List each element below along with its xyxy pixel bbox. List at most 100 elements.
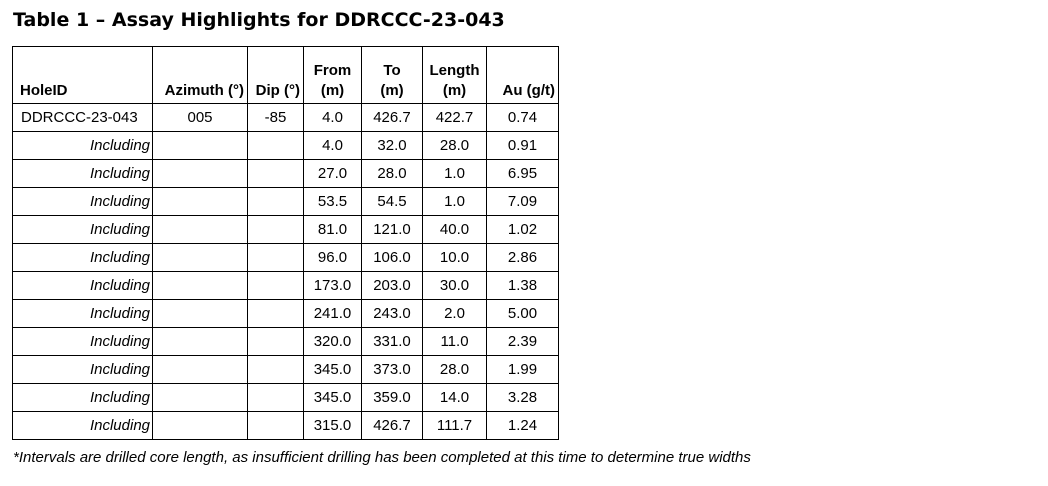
cell-azimuth [152, 299, 248, 328]
cell-holeid: Including [12, 131, 153, 160]
table-row: Including 320.0 331.0 11.0 2.39 [12, 327, 559, 356]
cell-holeid: Including [12, 215, 153, 244]
cell-azimuth [152, 159, 248, 188]
header-to-unit: (m) [380, 81, 404, 99]
cell-from: 320.0 [303, 327, 362, 356]
cell-dip [247, 215, 304, 244]
header-to-label: To [383, 62, 401, 79]
table-row: DDRCCC-23-043 005 -85 4.0 426.7 422.7 0.… [12, 103, 559, 132]
cell-from: 53.5 [303, 187, 362, 216]
table-row: Including 315.0 426.7 111.7 1.24 [12, 411, 559, 440]
cell-to: 243.0 [361, 299, 423, 328]
cell-azimuth [152, 187, 248, 216]
cell-au: 2.39 [486, 327, 559, 356]
cell-au: 1.99 [486, 355, 559, 384]
header-length-label: Length [429, 62, 480, 79]
cell-dip [247, 299, 304, 328]
cell-dip [247, 187, 304, 216]
cell-to: 373.0 [361, 355, 423, 384]
table-row: Including 4.0 32.0 28.0 0.91 [12, 131, 559, 160]
cell-au: 2.86 [486, 243, 559, 272]
cell-au: 3.28 [486, 383, 559, 412]
cell-length: 1.0 [422, 187, 487, 216]
header-row: HoleID Azimuth (°) Dip (°) From (m) To (… [12, 46, 559, 104]
table-row: Including 345.0 359.0 14.0 3.28 [12, 383, 559, 412]
cell-length: 28.0 [422, 131, 487, 160]
cell-to: 203.0 [361, 271, 423, 300]
cell-to: 28.0 [361, 159, 423, 188]
cell-to: 331.0 [361, 327, 423, 356]
cell-dip [247, 383, 304, 412]
cell-holeid: Including [12, 159, 153, 188]
cell-length: 422.7 [422, 103, 487, 132]
cell-azimuth [152, 215, 248, 244]
header-au: Au (g/t) [486, 46, 559, 104]
cell-au: 1.24 [486, 411, 559, 440]
cell-au: 1.38 [486, 271, 559, 300]
cell-from: 96.0 [303, 243, 362, 272]
cell-from: 4.0 [303, 103, 362, 132]
cell-dip [247, 131, 304, 160]
header-length-unit: (m) [442, 81, 467, 99]
cell-azimuth [152, 355, 248, 384]
cell-azimuth: 005 [152, 103, 248, 132]
cell-holeid: Including [12, 383, 153, 412]
cell-azimuth [152, 383, 248, 412]
table-row: Including 96.0 106.0 10.0 2.86 [12, 243, 559, 272]
table-row: Including 345.0 373.0 28.0 1.99 [12, 355, 559, 384]
cell-to: 121.0 [361, 215, 423, 244]
cell-from: 81.0 [303, 215, 362, 244]
assay-table: HoleID Azimuth (°) Dip (°) From (m) To (… [12, 46, 559, 440]
cell-to: 32.0 [361, 131, 423, 160]
cell-holeid: Including [12, 243, 153, 272]
cell-length: 28.0 [422, 355, 487, 384]
cell-dip [247, 159, 304, 188]
cell-to: 359.0 [361, 383, 423, 412]
cell-azimuth [152, 411, 248, 440]
cell-azimuth [152, 327, 248, 356]
cell-dip: -85 [247, 103, 304, 132]
header-holeid: HoleID [12, 46, 153, 104]
cell-au: 7.09 [486, 187, 559, 216]
cell-length: 111.7 [422, 411, 487, 440]
cell-length: 30.0 [422, 271, 487, 300]
cell-holeid: Including [12, 327, 153, 356]
cell-length: 1.0 [422, 159, 487, 188]
cell-length: 40.0 [422, 215, 487, 244]
cell-length: 10.0 [422, 243, 487, 272]
header-from-unit: (m) [320, 81, 345, 99]
cell-to: 426.7 [361, 103, 423, 132]
cell-from: 173.0 [303, 271, 362, 300]
cell-from: 241.0 [303, 299, 362, 328]
header-azimuth: Azimuth (°) [152, 46, 248, 104]
header-dip: Dip (°) [247, 46, 304, 104]
cell-azimuth [152, 243, 248, 272]
cell-holeid: Including [12, 271, 153, 300]
cell-azimuth [152, 131, 248, 160]
footnote: *Intervals are drilled core length, as i… [13, 449, 751, 466]
cell-to: 426.7 [361, 411, 423, 440]
header-length: Length (m) [422, 46, 487, 104]
cell-from: 345.0 [303, 355, 362, 384]
cell-from: 4.0 [303, 131, 362, 160]
header-to: To (m) [361, 46, 423, 104]
cell-holeid: DDRCCC-23-043 [12, 103, 153, 132]
cell-dip [247, 327, 304, 356]
cell-au: 1.02 [486, 215, 559, 244]
table-row: Including 173.0 203.0 30.0 1.38 [12, 271, 559, 300]
table-row: Including 27.0 28.0 1.0 6.95 [12, 159, 559, 188]
cell-from: 27.0 [303, 159, 362, 188]
cell-au: 6.95 [486, 159, 559, 188]
cell-length: 11.0 [422, 327, 487, 356]
cell-holeid: Including [12, 187, 153, 216]
cell-from: 345.0 [303, 383, 362, 412]
table-row: Including 81.0 121.0 40.0 1.02 [12, 215, 559, 244]
cell-holeid: Including [12, 299, 153, 328]
cell-to: 54.5 [361, 187, 423, 216]
cell-au: 0.74 [486, 103, 559, 132]
cell-azimuth [152, 271, 248, 300]
cell-length: 14.0 [422, 383, 487, 412]
page: Table 1 – Assay Highlights for DDRCCC-23… [0, 9, 1048, 466]
header-from: From (m) [303, 46, 362, 104]
table-row: Including 241.0 243.0 2.0 5.00 [12, 299, 559, 328]
